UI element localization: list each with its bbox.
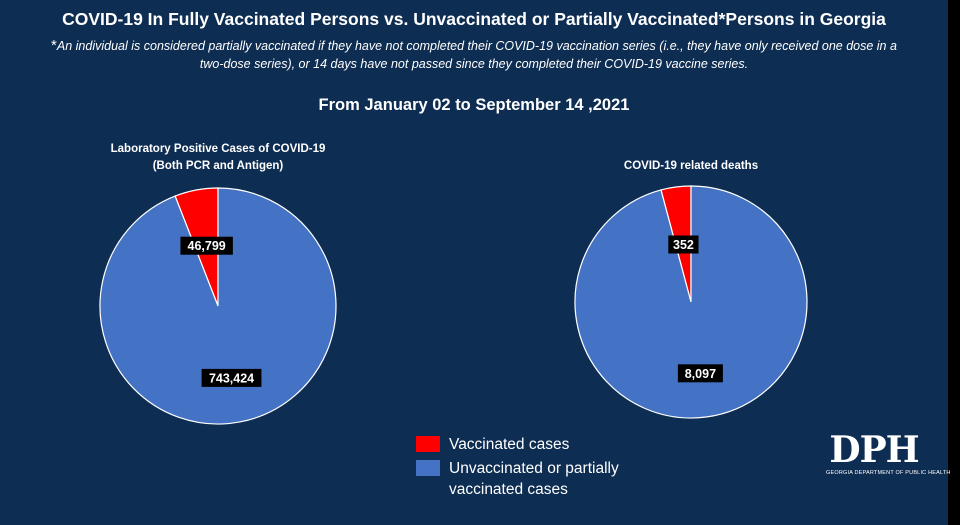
dph-logo-letters: DPH — [829, 429, 919, 471]
deaths-data-label-unvaccinated: 8,097 — [677, 364, 723, 383]
deaths-pie-slice-unvaccinated — [574, 185, 808, 419]
deaths-data-label-text: 352 — [673, 238, 694, 252]
cases-pie-slice-unvaccinated — [99, 187, 337, 425]
deaths-chart-title-line-1: COVID-19 related deaths — [623, 160, 759, 172]
cases-data-label-text: 46,799 — [188, 239, 226, 253]
footnote-marker: * — [51, 37, 57, 54]
page-title: COVID-19 In Fully Vaccinated Persons vs.… — [62, 9, 886, 29]
cases-chart-title-line-2: (Both PCR and Antigen) — [152, 160, 284, 172]
dph-logo-caption: GEORGIA DEPARTMENT OF PUBLIC HEALTH — [826, 470, 951, 476]
deaths-data-label-box — [668, 235, 699, 254]
cases-chart-title-line-1: Laboratory Positive Cases of COVID-19 — [110, 143, 326, 155]
deaths-data-label-text: 8,097 — [685, 367, 716, 381]
cases-data-label-vaccinated: 46,799 — [180, 236, 233, 255]
cases-pie-chart: 46,799 743,424 — [99, 187, 337, 425]
deaths-chart-title: COVID-19 related deaths — [624, 158, 758, 175]
cases-data-label-unvaccinated: 743,424 — [201, 368, 262, 387]
legend-swatch-unvaccinated — [416, 460, 440, 476]
cases-data-label-text: 743,424 — [209, 371, 254, 385]
legend-label-vaccinated: Vaccinated cases — [449, 436, 570, 453]
legend-label-unvaccinated: Unvaccinated or partially vaccinated cas… — [449, 460, 619, 498]
legend-swatch-vaccinated — [416, 436, 440, 452]
deaths-data-label-box — [677, 364, 723, 383]
deaths-pie-chart: 352 8,097 — [574, 185, 808, 419]
legend-item-vaccinated: Vaccinated cases — [416, 434, 649, 455]
cases-data-label-box — [180, 236, 233, 255]
footnote-text: An individual is considered partially va… — [56, 39, 897, 71]
cases-data-label-box — [201, 368, 262, 387]
date-range: From January 02 to September 14 ,2021 — [318, 96, 630, 114]
footnote: *An individual is considered partially v… — [40, 37, 908, 73]
deaths-data-label-vaccinated: 352 — [668, 235, 699, 254]
dph-logo: DPH GEORGIA DEPARTMENT OF PUBLIC HEALTH — [826, 429, 951, 480]
legend: Vaccinated cases Unvaccinated or partial… — [416, 434, 649, 503]
cases-chart-title: Laboratory Positive Cases of COVID-19 (B… — [111, 141, 326, 175]
legend-item-unvaccinated: Unvaccinated or partially vaccinated cas… — [416, 458, 649, 500]
